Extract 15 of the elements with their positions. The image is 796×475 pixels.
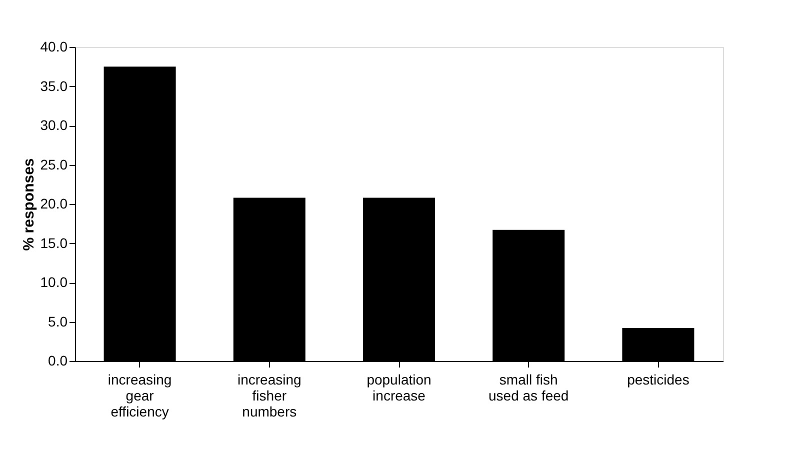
x-tick-label: pesticides	[627, 372, 690, 388]
x-tick-label: small fish used as feed	[488, 372, 569, 404]
y-tick-label: 20.0	[40, 196, 68, 212]
y-tick-label: 0.0	[48, 352, 68, 368]
y-tick-label: 10.0	[40, 274, 68, 290]
x-tick-label: increasing fisher numbers	[237, 372, 302, 420]
y-tick-label: 30.0	[40, 117, 68, 133]
y-tick-label: 35.0	[40, 78, 68, 94]
y-axis-title: % responses	[20, 158, 38, 251]
x-tick-label: population increase	[366, 372, 432, 404]
y-tick-label: 15.0	[40, 234, 68, 251]
y-tick-label: 40.0	[40, 38, 68, 54]
y-tick-label: 25.0	[40, 156, 68, 172]
x-tick-label: increasing gear efficiency	[108, 372, 172, 420]
y-tick-label: 5.0	[48, 313, 68, 330]
